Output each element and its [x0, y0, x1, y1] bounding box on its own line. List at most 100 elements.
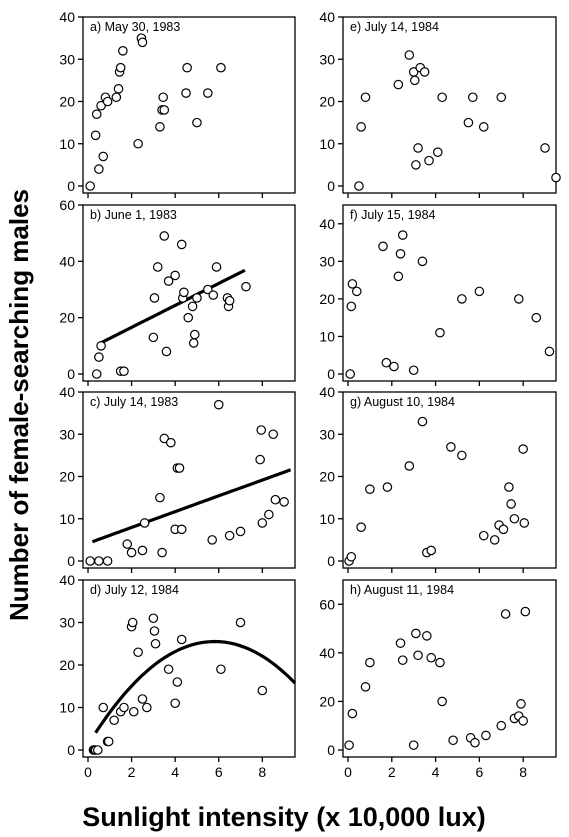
- data-point: [91, 109, 102, 119]
- data-point: [166, 437, 176, 448]
- data-point: [360, 682, 371, 692]
- y-tick-label: 40: [59, 572, 75, 588]
- data-point: [381, 357, 392, 368]
- panel-title: c) July 14, 1983: [90, 395, 178, 409]
- data-point: [155, 122, 165, 132]
- y-tick-label: 0: [327, 178, 335, 194]
- data-point: [224, 295, 235, 306]
- data-point: [91, 369, 102, 379]
- data-point: [478, 122, 489, 132]
- panel-h: 0 20 40 60 0 2 4 6 8 h) August 11, 1984: [319, 579, 557, 780]
- data-point: [257, 685, 268, 696]
- data-point: [389, 361, 399, 372]
- data-point: [161, 346, 172, 357]
- data-point: [279, 497, 289, 507]
- panel-c: 0 10 20 30 40 c) July 14, 1983: [59, 384, 296, 573]
- data-point: [118, 45, 128, 56]
- data-point: [126, 547, 137, 558]
- data-point: [354, 181, 364, 191]
- data-point: [551, 172, 561, 183]
- data-point: [96, 341, 106, 351]
- data-point: [540, 143, 550, 153]
- data-point: [149, 293, 160, 303]
- data-point: [356, 522, 366, 532]
- data-point: [176, 524, 187, 535]
- x-axis-title: Sunlight intensity (x 10,000 lux): [82, 802, 486, 832]
- y-tick-label: 20: [59, 94, 75, 110]
- data-point: [157, 547, 167, 558]
- y-tick-label: 40: [319, 9, 335, 25]
- data-point: [170, 698, 180, 709]
- data-point: [395, 249, 406, 259]
- panel-title: g) August 10, 1984: [350, 395, 455, 409]
- data-point: [365, 484, 375, 494]
- data-point: [509, 513, 520, 524]
- data-point: [393, 271, 404, 282]
- data-point: [417, 256, 428, 267]
- data-point: [127, 617, 138, 628]
- panel-f: 0 10 20 30 40 f) July 15, 1984: [319, 204, 557, 386]
- data-point: [435, 327, 445, 338]
- data-point: [137, 545, 148, 556]
- data-point: [457, 450, 467, 461]
- data-point: [133, 647, 143, 658]
- data-point: [270, 494, 281, 505]
- x-tick-label: 4: [432, 764, 440, 780]
- data-point: [241, 281, 251, 292]
- data-point: [346, 301, 357, 312]
- data-point: [192, 293, 202, 303]
- panel-g: 0 10 20 30 40 g) August 10, 1984: [319, 384, 557, 573]
- y-tick-label: 0: [67, 366, 75, 382]
- y-tick-label: 0: [327, 742, 335, 758]
- data-point: [544, 346, 555, 357]
- data-point: [211, 262, 222, 272]
- data-point: [235, 617, 246, 628]
- data-point: [152, 262, 163, 272]
- data-point: [158, 92, 168, 103]
- y-tick-label: 20: [319, 693, 335, 709]
- data-point: [133, 138, 143, 149]
- y-tick-label: 0: [327, 366, 335, 382]
- y-tick-label: 10: [59, 700, 75, 716]
- x-tick-label: 0: [84, 764, 92, 780]
- data-point: [255, 454, 265, 465]
- data-point: [382, 482, 393, 492]
- y-tick-label: 60: [59, 197, 75, 213]
- data-point: [474, 286, 485, 297]
- data-point: [257, 518, 268, 528]
- y-tick-label: 40: [319, 645, 335, 661]
- data-point: [506, 499, 516, 509]
- x-tick-label: 4: [171, 764, 179, 780]
- data-point: [519, 518, 530, 528]
- y-tick-label: 60: [319, 596, 335, 612]
- data-point: [351, 286, 362, 297]
- data-point: [159, 105, 170, 115]
- panel-b: 0 20 40 60 b) June 1, 1983: [59, 197, 296, 386]
- data-point: [360, 92, 371, 103]
- data-point: [235, 526, 246, 537]
- data-point: [102, 96, 113, 107]
- fit-line: [100, 268, 246, 345]
- data-point: [419, 67, 430, 77]
- y-tick-label: 10: [319, 328, 335, 344]
- panel-title: f) July 15, 1984: [350, 208, 436, 222]
- data-point: [397, 230, 408, 240]
- data-point: [128, 706, 139, 717]
- x-tick-label: 2: [388, 764, 396, 780]
- panel-title: b) June 1, 1983: [90, 208, 177, 222]
- data-point: [85, 181, 95, 191]
- panel-d: 0 10 20 30 40 0 2 4 6 8 d) July 12, 1984: [59, 572, 297, 780]
- data-point: [94, 164, 104, 174]
- data-point: [408, 740, 419, 750]
- data-point: [404, 50, 415, 60]
- y-tick-label: 30: [59, 426, 75, 442]
- fit-line: [94, 639, 297, 734]
- x-tick-label: 2: [128, 764, 136, 780]
- y-tick-label: 0: [67, 742, 75, 758]
- y-axis-title: Number of female-searching males: [4, 189, 34, 621]
- data-point: [208, 290, 219, 300]
- data-point: [531, 312, 542, 323]
- data-point: [457, 294, 467, 304]
- data-point: [90, 130, 101, 141]
